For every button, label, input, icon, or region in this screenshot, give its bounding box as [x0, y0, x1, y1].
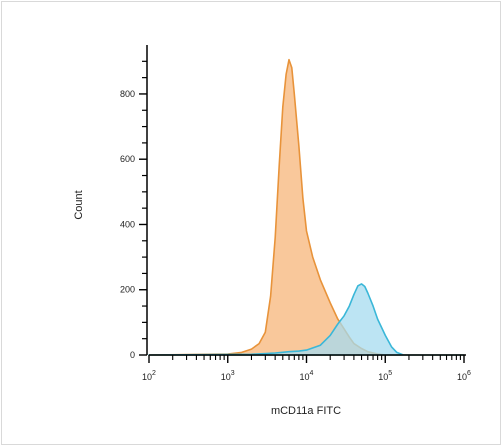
x-tick-label: 106: [457, 370, 471, 382]
y-tick-label: 0: [130, 350, 135, 360]
x-ticks: 102 103 104 105 106: [142, 355, 471, 382]
histogram-series-2: [148, 283, 465, 356]
y-tick-label: 200: [120, 285, 135, 295]
series-layer: [148, 58, 465, 356]
x-tick-label: 102: [142, 370, 156, 382]
x-tick-label: 105: [378, 370, 392, 382]
y-axis-title: Count: [73, 190, 85, 219]
axis-layer: [146, 45, 466, 356]
x-axis-title: mCD11a FITC: [271, 405, 341, 417]
y-tick-label: 600: [120, 154, 135, 164]
y-tick-label: 800: [120, 89, 135, 99]
x-tick-label: 103: [221, 370, 235, 382]
y-ticks: 0 200 400 600 800: [120, 60, 147, 360]
histogram-series-1: [148, 58, 465, 356]
y-tick-label: 400: [120, 219, 135, 229]
x-tick-label: 104: [300, 370, 314, 382]
